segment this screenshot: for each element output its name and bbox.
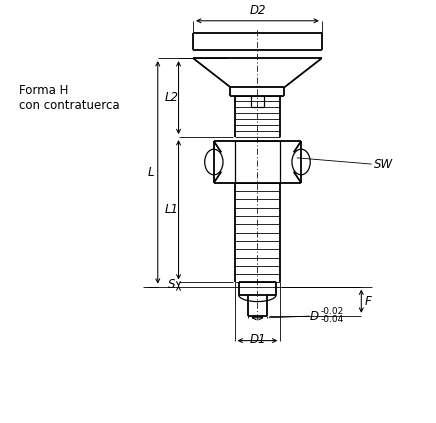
Text: L1: L1 (164, 203, 178, 216)
Text: D: D (310, 310, 318, 323)
Text: S: S (168, 278, 175, 291)
Text: Forma H
con contratuerca: Forma H con contratuerca (19, 84, 119, 112)
Text: F: F (365, 295, 372, 308)
Text: D1: D1 (249, 333, 266, 346)
Text: SW: SW (374, 158, 393, 170)
Text: -0.04: -0.04 (321, 315, 344, 324)
Text: L: L (147, 166, 154, 179)
Text: L2: L2 (164, 91, 178, 104)
Text: D2: D2 (249, 4, 266, 16)
Text: -0.02: -0.02 (321, 308, 344, 316)
